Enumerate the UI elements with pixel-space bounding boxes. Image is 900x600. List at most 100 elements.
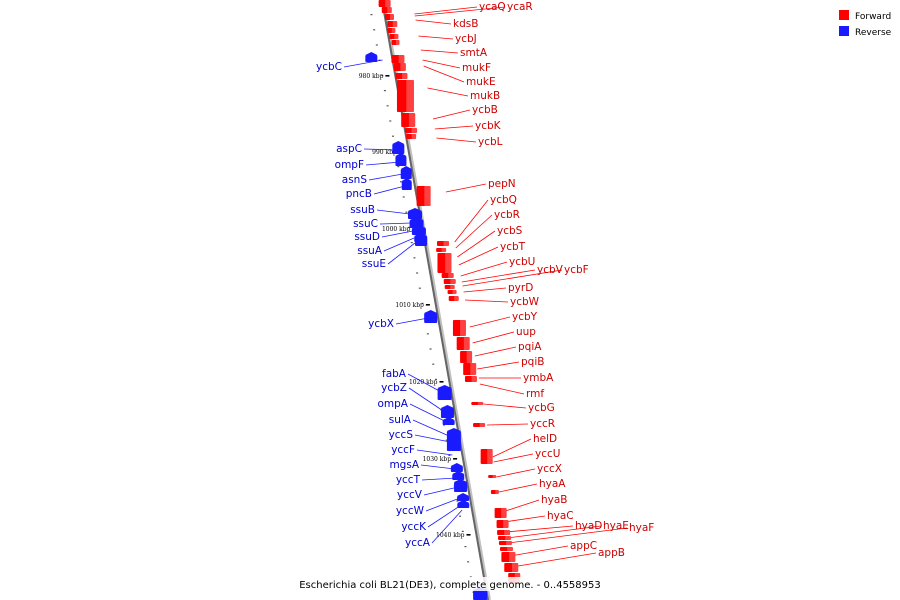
reverse-gene-arrowhead (454, 479, 468, 482)
reverse-label-connector (420, 464, 455, 470)
reverse-label-connector (421, 477, 457, 481)
reverse-gene-block (400, 169, 412, 179)
reverse-gene-label-yccF: yccF (391, 444, 415, 456)
forward-gene-label-smtA: smtA (460, 47, 488, 59)
gene-block-shade (495, 490, 499, 494)
forward-label-connector (504, 515, 546, 523)
minor-tick (418, 287, 421, 289)
forward-gene-block (494, 508, 507, 518)
minor-tick (467, 561, 470, 563)
gene-block-shade (400, 63, 406, 71)
reverse-gene-block (450, 466, 463, 472)
reverse-gene-block (457, 503, 470, 508)
reverse-gene-block (365, 55, 378, 62)
forward-label-connector (415, 19, 452, 25)
forward-gene-block (443, 279, 456, 284)
reverse-gene-block (415, 241, 428, 246)
forward-gene-block (381, 7, 392, 13)
reverse-gene-arrowhead (442, 417, 455, 420)
forward-gene-block (395, 73, 408, 79)
forward-gene-block (401, 113, 416, 127)
forward-gene-block (391, 40, 400, 45)
reverse-gene-block (457, 496, 470, 501)
forward-gene-label-pqiB: pqiB (521, 356, 544, 368)
minor-tick (464, 546, 467, 548)
reverse-label-connector (373, 185, 405, 195)
forward-gene-block (441, 273, 454, 278)
forward-gene-block (471, 402, 484, 405)
gene-block-shade (471, 376, 477, 382)
forward-label-connector (512, 552, 597, 568)
forward-gene-block (497, 530, 511, 535)
forward-gene-label-pepN: pepN (488, 178, 516, 190)
legend-reverse-label: Reverse (855, 28, 892, 38)
reverse-gene-label-ycbX: ycbX (368, 318, 394, 330)
gene-block-shade (406, 80, 414, 112)
forward-gene-label-ycbB: ycbB (472, 104, 498, 116)
reverse-gene-block (446, 431, 461, 451)
reverse-gene-block (442, 420, 455, 425)
forward-gene-label-ycaR: ycaR (507, 1, 533, 13)
forward-gene-block (437, 253, 452, 273)
forward-gene-block (416, 186, 431, 206)
minor-tick (445, 439, 448, 441)
forward-gene-label-ycbR: ycbR (494, 209, 520, 221)
gene-block-shade (505, 536, 512, 540)
reverse-gene-label-mgsA: mgsA (389, 459, 419, 471)
reverse-label-connector (409, 403, 447, 423)
reverse-gene-arrowhead (395, 153, 407, 156)
gene-block-shade (402, 73, 408, 79)
legend: Forward Reverse (839, 10, 892, 38)
forward-label-connector (483, 403, 527, 409)
gene-block-shade (387, 7, 392, 13)
forward-gene-label-yccX: yccX (537, 463, 562, 475)
legend-forward-label: Forward (855, 12, 891, 22)
minor-tick (456, 500, 459, 502)
reverse-gene-arrowhead (452, 471, 465, 474)
minor-tick (386, 105, 389, 107)
reverse-gene-arrowhead (446, 428, 461, 431)
forward-label-connector (418, 35, 454, 40)
forward-gene-block (405, 128, 418, 133)
minor-tick (405, 211, 408, 213)
reverse-gene-label-yccW: yccW (396, 505, 425, 517)
gene-block-shade (507, 547, 513, 551)
forward-gene-label-ycbT: ycbT (500, 241, 526, 253)
reverse-gene-arrowhead (457, 500, 470, 503)
reverse-gene-label-ycbZ: ycbZ (381, 382, 407, 394)
gene-block-shade (408, 113, 416, 127)
reverse-gene-arrowhead (415, 238, 428, 241)
minor-tick (381, 74, 384, 76)
forward-gene-label-ycaQ: ycaQ (479, 1, 506, 13)
forward-label-connector (420, 49, 459, 54)
forward-label-connector (460, 261, 508, 277)
forward-gene-label-mukF: mukF (462, 62, 491, 74)
forward-label-connector (492, 438, 532, 458)
forward-gene-block (499, 547, 513, 551)
gene-block-shade (479, 423, 486, 427)
gene-block-shade (506, 541, 512, 545)
reverse-gene-label-ssuD: ssuD (354, 231, 380, 243)
gene-block-shade (460, 320, 466, 336)
minor-tick (410, 242, 413, 244)
gene-block-shade (501, 508, 507, 518)
minor-tick (402, 196, 405, 198)
reverse-gene-label-ssuE: ssuE (362, 258, 386, 270)
label-connectors (343, 6, 628, 568)
minor-tick (434, 378, 437, 380)
forward-label-connector (436, 137, 477, 143)
reverse-gene-label-ompF: ompF (335, 159, 364, 171)
gene-block-shade (395, 40, 400, 45)
forward-gene-block (501, 552, 516, 562)
gene-block-shade (492, 475, 497, 478)
reverse-gene-arrowhead (407, 208, 422, 211)
reverse-label-connector (379, 222, 412, 225)
forward-gene-label-ycbG: ycbG (528, 402, 555, 414)
gene-block-shade (411, 134, 417, 139)
gene-features (365, 0, 521, 600)
reverse-gene-arrowhead (424, 310, 438, 313)
forward-gene-block (436, 248, 447, 252)
legend-forward-swatch (839, 10, 849, 20)
forward-gene-block (444, 285, 455, 289)
reverse-label-connector (412, 419, 450, 437)
